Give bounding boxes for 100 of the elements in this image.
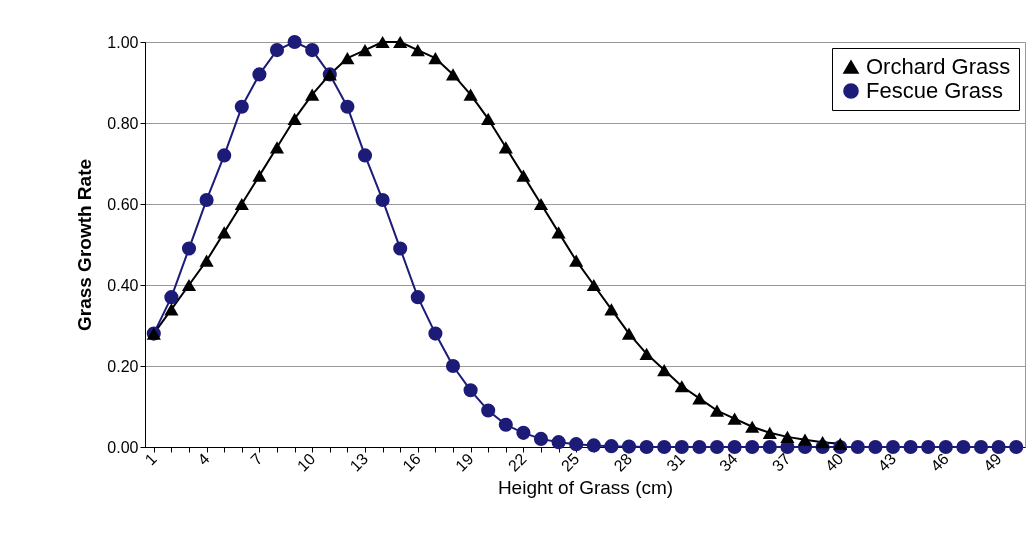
point: [199, 254, 214, 267]
x-tick-label: 16: [399, 450, 425, 475]
point: [745, 439, 760, 455]
point: [269, 141, 285, 154]
x-tick-label: 19: [452, 450, 477, 475]
point: [305, 88, 320, 101]
y-tick-label: 0.40: [107, 276, 139, 294]
y-tick-label: 0.00: [107, 438, 139, 456]
point: [956, 439, 971, 455]
point: [727, 439, 742, 455]
point: [340, 99, 355, 114]
point: [217, 226, 232, 239]
point: [181, 241, 197, 256]
point: [885, 439, 901, 455]
x-tick-label: 28: [610, 450, 636, 475]
x-tick-label: 46: [927, 450, 953, 475]
x-tick-label: 40: [821, 450, 847, 475]
point: [709, 404, 725, 417]
point: [604, 303, 619, 316]
y-tick-label: 0.60: [107, 195, 139, 213]
point: [921, 439, 936, 455]
point: [287, 34, 302, 50]
point: [868, 439, 883, 455]
point: [692, 392, 707, 405]
point: [727, 412, 742, 425]
point: [287, 112, 302, 126]
legend-label: Orchard Grass: [866, 54, 1011, 79]
point: [551, 226, 566, 239]
point: [481, 403, 496, 418]
point: [745, 420, 760, 433]
point: [674, 439, 689, 455]
point: [657, 439, 672, 455]
x-tick-label: 1: [141, 450, 161, 469]
x-tick-label: 49: [980, 450, 1005, 475]
point: [181, 278, 197, 292]
point: [586, 278, 601, 292]
point: [938, 439, 953, 455]
point: [1009, 439, 1024, 455]
point: [463, 383, 478, 398]
point: [393, 241, 408, 256]
point: [569, 254, 584, 267]
point: [674, 380, 689, 393]
point: [533, 197, 549, 211]
point: [991, 439, 1006, 455]
point: [551, 435, 566, 450]
point: [621, 439, 637, 454]
x-tick-label: 13: [346, 450, 372, 475]
x-tick-label: 4: [194, 450, 213, 469]
x-tick-label: 10: [293, 450, 319, 475]
point: [428, 326, 443, 341]
point: [357, 43, 373, 57]
point: [516, 169, 531, 182]
legend-label: Fescue Grass: [866, 78, 1003, 103]
x-tick-label: 31: [663, 450, 689, 475]
point: [164, 303, 179, 316]
x-tick-label: 37: [768, 450, 794, 475]
point: [709, 439, 725, 455]
point: [375, 35, 390, 49]
point: [569, 437, 584, 452]
point: [903, 439, 918, 455]
x-tick-label: 22: [504, 450, 530, 475]
point: [445, 68, 461, 81]
x-tick-label: 25: [557, 450, 583, 475]
point: [269, 43, 285, 58]
point: [762, 439, 777, 455]
point: [498, 417, 513, 432]
point: [973, 439, 989, 455]
point: [199, 192, 214, 208]
point: [621, 327, 637, 340]
point: [252, 67, 267, 82]
x-tick-label: 7: [247, 450, 266, 469]
x-tick-label: 43: [874, 450, 900, 475]
point: [533, 431, 549, 446]
point: [815, 436, 830, 449]
y-tick-label: 1.00: [107, 33, 139, 51]
point: [762, 426, 777, 439]
point: [692, 439, 707, 455]
y-tick-label: 0.20: [107, 357, 139, 375]
point: [780, 430, 795, 443]
point: [463, 88, 478, 101]
x-tick-label: 34: [716, 450, 741, 475]
point: [850, 439, 865, 455]
x-axis-title: Height of Grass (cm): [497, 476, 674, 498]
point: [604, 439, 619, 454]
point: [428, 52, 443, 65]
point: [639, 439, 654, 455]
point: [340, 52, 355, 65]
point: [375, 192, 390, 208]
point: [217, 148, 232, 163]
point: [410, 43, 425, 57]
y-tick-label: 0.80: [107, 114, 139, 132]
point: [833, 437, 848, 450]
point: [586, 438, 601, 453]
point: [252, 169, 267, 182]
point: [639, 347, 654, 360]
point: [445, 358, 461, 374]
point: [481, 112, 496, 126]
point: [498, 141, 513, 154]
y-axis-title: Grass Growth Rate: [74, 158, 96, 332]
point: [516, 425, 531, 440]
